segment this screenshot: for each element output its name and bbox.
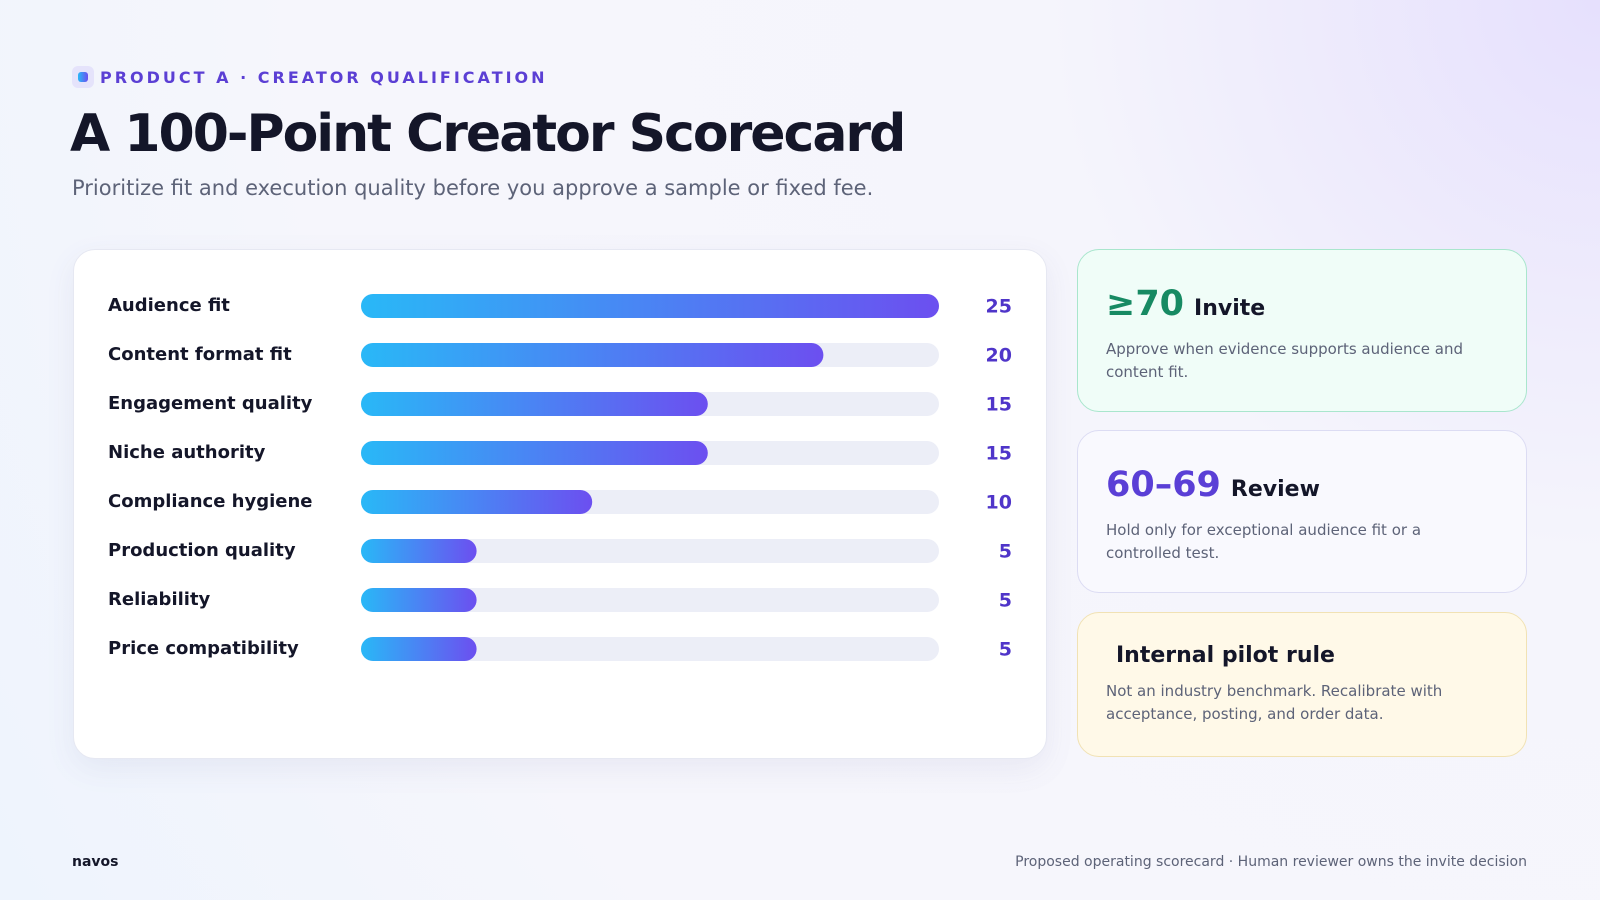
card-label: Internal pilot rule <box>1116 643 1335 668</box>
bar-track <box>361 588 939 612</box>
card-score: 60–69 <box>1106 465 1221 505</box>
card-label: Review <box>1230 477 1320 502</box>
category-label: Reliability <box>108 589 211 610</box>
card-score: ≥70 <box>1106 284 1185 324</box>
value-label: 5 <box>999 590 1012 612</box>
category-label: Content format fit <box>108 344 292 365</box>
footer-note: Proposed operating scorecard · Human rev… <box>1015 854 1527 870</box>
bar <box>361 539 477 563</box>
value-label: 20 <box>986 345 1012 367</box>
card-text: Not an industry benchmark. Recalibrate w… <box>1106 682 1443 723</box>
value-label: 10 <box>986 492 1012 514</box>
value-label: 25 <box>986 296 1012 318</box>
value-label: 15 <box>986 394 1012 416</box>
brand: navos <box>72 854 119 870</box>
category-label: Niche authority <box>108 442 266 463</box>
bar <box>361 343 824 367</box>
title: A 100-Point Creator Scorecard <box>70 104 906 164</box>
bar <box>361 441 708 465</box>
bar <box>361 637 477 661</box>
chart-panel: Audience fit 25 Content format fit 20 Engage… <box>73 249 1047 759</box>
subtitle: Prioritize fit and execution quality bef… <box>72 176 874 200</box>
card-review: 60–69 Review Hold only for exceptional au… <box>1077 430 1527 593</box>
card-text: Approve when evidence supports audience … <box>1106 340 1464 381</box>
bar <box>361 588 477 612</box>
bar <box>361 294 939 318</box>
eyebrow-icon <box>72 66 94 88</box>
category-label: Production quality <box>108 540 296 561</box>
card-label: Invite <box>1194 296 1266 321</box>
chart: Audience fit 25 Content format fit 20 Engage… <box>108 294 1012 661</box>
card-rule: Internal pilot rule Not an industry benc… <box>1077 612 1527 757</box>
eyebrow-text: PRODUCT A · CREATOR QUALIFICATION <box>100 67 548 87</box>
value-label: 5 <box>999 639 1012 661</box>
bar <box>361 392 708 416</box>
bar <box>361 490 593 514</box>
category-label: Audience fit <box>108 295 230 316</box>
bar-track <box>361 637 939 661</box>
category-label: Price compatibility <box>108 638 299 659</box>
value-label: 15 <box>986 443 1012 465</box>
eyebrow: PRODUCT A · CREATOR QUALIFICATION <box>72 66 548 88</box>
bar-track <box>361 539 939 563</box>
value-label: 5 <box>999 541 1012 563</box>
card-text: Hold only for exceptional audience fit o… <box>1106 521 1422 562</box>
category-label: Engagement quality <box>108 393 313 414</box>
category-label: Compliance hygiene <box>108 491 313 512</box>
card-invite: ≥70 Invite Approve when evidence supports… <box>1077 249 1527 412</box>
